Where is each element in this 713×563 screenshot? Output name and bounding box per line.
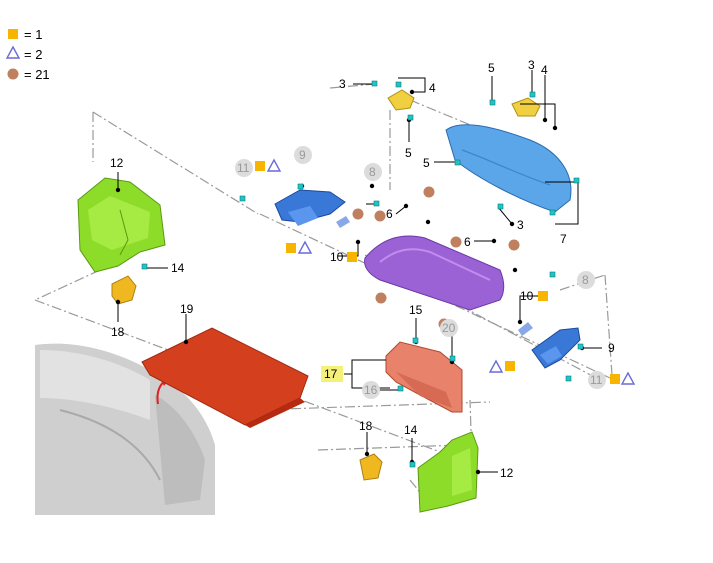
part-6-parcel-shelf [364, 235, 505, 311]
callout-14: 14 [404, 423, 418, 437]
legend-dot-icon [7, 68, 19, 80]
part-12-left-side-trim [77, 177, 166, 273]
callout-3: 3 [528, 58, 535, 72]
callout-18: 18 [111, 325, 125, 339]
callout-12: 12 [110, 156, 124, 170]
callout-18: 18 [359, 419, 373, 433]
callout-12: 12 [500, 466, 514, 480]
callout-17-highlight [321, 366, 343, 382]
callout-19: 19 [180, 302, 194, 316]
callout-11: 11 [590, 373, 603, 387]
brown-fastener-dots [352, 186, 520, 330]
callout-16: 16 [364, 383, 378, 397]
callout-4: 4 [541, 63, 548, 77]
callout-3: 3 [339, 77, 346, 91]
triangle-marker-icon [266, 158, 282, 172]
callout-5: 5 [405, 146, 412, 160]
square-marker-icon [538, 291, 548, 301]
legend-dot-value: = 21 [24, 67, 50, 82]
part-4-right-bracket [511, 97, 541, 117]
leader-lines [117, 70, 602, 473]
legend-square-value: = 1 [24, 27, 42, 42]
callout-11: 11 [237, 161, 250, 175]
grey-badges [235, 146, 606, 399]
part-19-floor-panel [141, 327, 309, 428]
callout-9: 9 [608, 341, 615, 355]
square-marker-icon [610, 374, 620, 384]
callout-6: 6 [464, 235, 471, 249]
callout-10: 10 [330, 250, 344, 264]
callout-7: 7 [560, 232, 567, 246]
callout-4: 4 [429, 81, 436, 95]
legend: = 1 = 2 = 21 [5, 27, 50, 82]
callout-8: 8 [369, 165, 376, 179]
part-8-left-clip [336, 216, 350, 228]
vehicle-body [35, 343, 215, 515]
part-4-upper-bracket [387, 89, 415, 111]
quantity-markers [255, 158, 636, 385]
triangle-marker-icon [620, 371, 636, 385]
part-9-right-bracket [531, 327, 581, 369]
callout-17: 17 [324, 367, 338, 381]
legend-triangle-icon [5, 45, 21, 59]
callout-8: 8 [582, 273, 589, 287]
square-marker-icon [505, 361, 515, 371]
callout-9: 9 [299, 148, 306, 162]
square-marker-icon [347, 252, 357, 262]
legend-triangle-value: = 2 [24, 47, 42, 62]
square-marker-icon [286, 243, 296, 253]
fastener-clips [141, 80, 584, 468]
triangle-marker-icon [488, 359, 504, 373]
part-7-rear-panel [445, 124, 572, 213]
callout-14: 14 [171, 261, 185, 275]
part-18-right-bracket [359, 453, 383, 481]
callout-10: 10 [520, 289, 534, 303]
callout-labels: 3 4 5 5 3 4 5 3 7 12 11 9 8 6 10 6 14 18… [110, 58, 615, 480]
square-marker-icon [255, 161, 265, 171]
triangle-marker-icon [297, 240, 313, 254]
part-17-center-trim [385, 341, 463, 413]
part-8-right-clip [518, 322, 533, 336]
callout-3: 3 [517, 218, 524, 232]
part-12-right-side-trim [417, 431, 479, 513]
callout-15: 15 [409, 303, 423, 317]
callout-6: 6 [386, 207, 393, 221]
callout-5: 5 [488, 61, 495, 75]
part-18-left-bracket [111, 275, 137, 305]
callout-20: 20 [442, 321, 456, 335]
callout-5: 5 [423, 156, 430, 170]
legend-square-icon [8, 29, 18, 39]
part-9-left-bracket [274, 189, 346, 226]
